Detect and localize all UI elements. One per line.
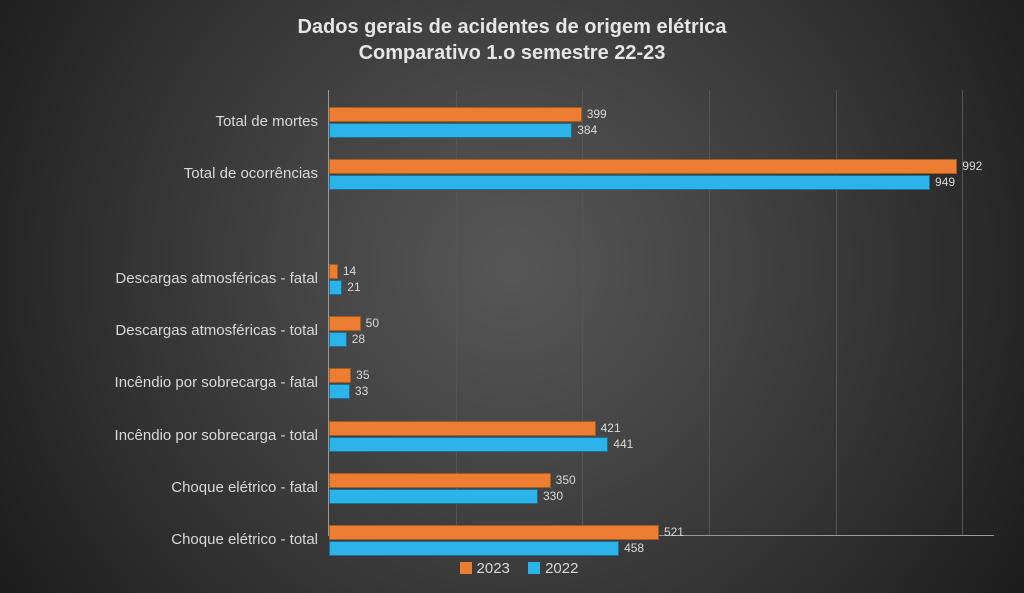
chart-title-line1: Dados gerais de acidentes de origem elét… <box>297 16 726 38</box>
bar <box>329 473 551 488</box>
bar <box>329 316 361 331</box>
chart-container: Dados gerais de acidentes de origem elét… <box>0 0 1024 593</box>
bar <box>329 437 608 452</box>
bar <box>329 541 619 556</box>
bar-value: 441 <box>613 437 633 452</box>
category-label: Incêndio por sobrecarga - fatal <box>0 374 318 391</box>
bar-value: 35 <box>356 368 369 383</box>
grid-line <box>456 90 457 535</box>
bar-value: 50 <box>366 316 379 331</box>
bar-value: 421 <box>601 421 621 436</box>
bar <box>329 123 572 138</box>
category-label: Total de mortes <box>0 113 318 130</box>
bar-value: 21 <box>347 280 360 295</box>
legend-label-2023: 2023 <box>477 560 510 577</box>
legend-label-2022: 2022 <box>545 560 578 577</box>
bar-value: 330 <box>543 489 563 504</box>
bar-value: 949 <box>935 175 955 190</box>
chart-title: Dados gerais de acidentes de origem elét… <box>0 14 1024 66</box>
bar-value: 399 <box>587 107 607 122</box>
bar <box>329 264 338 279</box>
bar <box>329 280 342 295</box>
bar-value: 28 <box>352 332 365 347</box>
plot-area: 3993849929491421502835334214413503305214… <box>328 90 994 536</box>
bar <box>329 107 582 122</box>
category-label: Descargas atmosféricas - fatal <box>0 270 318 287</box>
bar-value: 521 <box>664 525 684 540</box>
bar-value: 992 <box>962 159 982 174</box>
bar-value: 33 <box>355 384 368 399</box>
bar <box>329 384 350 399</box>
bar-value: 350 <box>556 473 576 488</box>
bar-value: 458 <box>624 541 644 556</box>
grid-line <box>582 90 583 535</box>
category-label: Incêndio por sobrecarga - total <box>0 427 318 444</box>
bar <box>329 525 659 540</box>
bar <box>329 489 538 504</box>
category-label: Total de ocorrências <box>0 165 318 182</box>
bar <box>329 332 347 347</box>
bar-value: 14 <box>343 264 356 279</box>
bar-value: 384 <box>577 123 597 138</box>
legend: 2023 2022 <box>0 560 1024 577</box>
legend-swatch-2023 <box>460 562 472 574</box>
grid-line <box>836 90 837 535</box>
bar <box>329 159 957 174</box>
bar <box>329 421 596 436</box>
category-label: Choque elétrico - total <box>0 531 318 548</box>
category-label: Choque elétrico - fatal <box>0 479 318 496</box>
bar <box>329 368 351 383</box>
category-label: Descargas atmosféricas - total <box>0 322 318 339</box>
chart-title-line2: Comparativo 1.o semestre 22-23 <box>359 42 666 64</box>
grid-line <box>962 90 963 535</box>
legend-swatch-2022 <box>528 562 540 574</box>
grid-line <box>709 90 710 535</box>
bar <box>329 175 930 190</box>
